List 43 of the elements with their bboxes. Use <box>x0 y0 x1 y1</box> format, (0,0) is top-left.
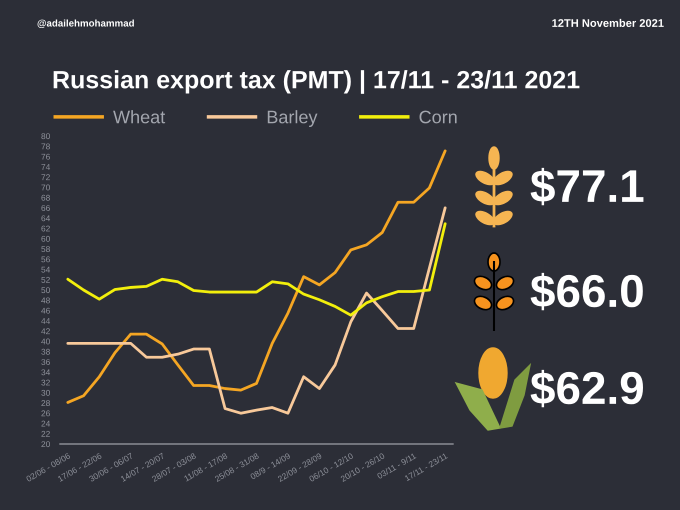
y-tick-label: 50 <box>41 287 50 294</box>
y-tick-label: 40 <box>41 338 50 344</box>
y-tick-label: 58 <box>41 246 50 252</box>
y-tick-label: 52 <box>41 276 50 283</box>
line-series <box>66 222 447 317</box>
y-tick-label: 62 <box>41 226 50 232</box>
text: @adailehmohammad <box>38 19 134 28</box>
y-tick-label: 74 <box>41 164 50 170</box>
y-tick-label: 48 <box>41 297 50 304</box>
y-tick-label: 56 <box>41 256 50 262</box>
y-tick-label: 60 <box>41 236 50 242</box>
y-tick-label: 30 <box>41 390 50 396</box>
y-tick-label: 24 <box>41 420 50 426</box>
y-tick-label: 26 <box>41 410 50 416</box>
y-tick-label: 28 <box>41 400 50 406</box>
y-tick-label: 36 <box>41 359 50 365</box>
y-tick-label: 32 <box>41 380 50 386</box>
y-tick-label: 70 <box>41 184 50 190</box>
y-tick-label: 54 <box>41 266 50 273</box>
y-tick-label: 66 <box>41 205 50 211</box>
text: $62.9 <box>530 370 643 408</box>
legend-label: Wheat <box>113 110 166 124</box>
y-tick-label: 68 <box>41 194 50 201</box>
line-series <box>66 149 447 404</box>
text: $66.0 <box>530 272 643 310</box>
y-tick-label: 34 <box>41 369 50 376</box>
line-series <box>66 206 447 415</box>
y-tick-label: 42 <box>41 328 50 334</box>
legend-label: Barley <box>268 110 318 127</box>
y-tick-label: 22 <box>41 430 50 437</box>
y-tick-label: 80 <box>41 133 50 140</box>
y-tick-label: 76 <box>41 154 50 160</box>
y-tick-label: 64 <box>41 215 50 222</box>
chart-title: Russian export tax (PMT) | 17/11 - 23/11 2021 <box>54 70 580 94</box>
y-tick-label: 72 <box>41 174 50 180</box>
text: 12TH November 2021 <box>552 18 664 27</box>
text: $77.1 <box>530 168 644 206</box>
y-tick-label: 46 <box>41 308 50 314</box>
y-tick-label: 20 <box>41 441 50 448</box>
y-tick-label: 78 <box>41 143 50 150</box>
y-tick-label: 44 <box>41 318 50 324</box>
legend-label: Corn <box>420 110 457 124</box>
y-tick-label: 38 <box>41 348 50 355</box>
